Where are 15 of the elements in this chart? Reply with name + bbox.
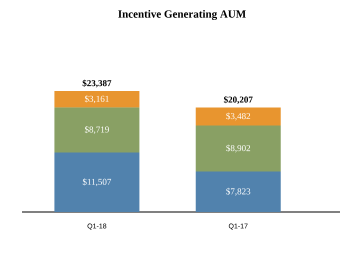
chart-title: Incentive Generating AUM (118, 10, 246, 20)
bar (196, 172, 281, 212)
bar (54, 152, 140, 212)
bar (196, 107, 281, 126)
total-label: $23,387 (82, 80, 112, 88)
total-label: $20,207 (224, 96, 253, 104)
bar (54, 107, 140, 152)
data-label: $7,823 (226, 188, 250, 196)
data-label: $11,507 (82, 178, 112, 186)
bar (196, 125, 281, 172)
data-label: $3,161 (84, 95, 109, 104)
bar (54, 91, 140, 108)
data-label: $8,719 (84, 126, 109, 134)
data-label: $3,482 (226, 112, 250, 120)
data-label: $8,902 (226, 144, 250, 152)
